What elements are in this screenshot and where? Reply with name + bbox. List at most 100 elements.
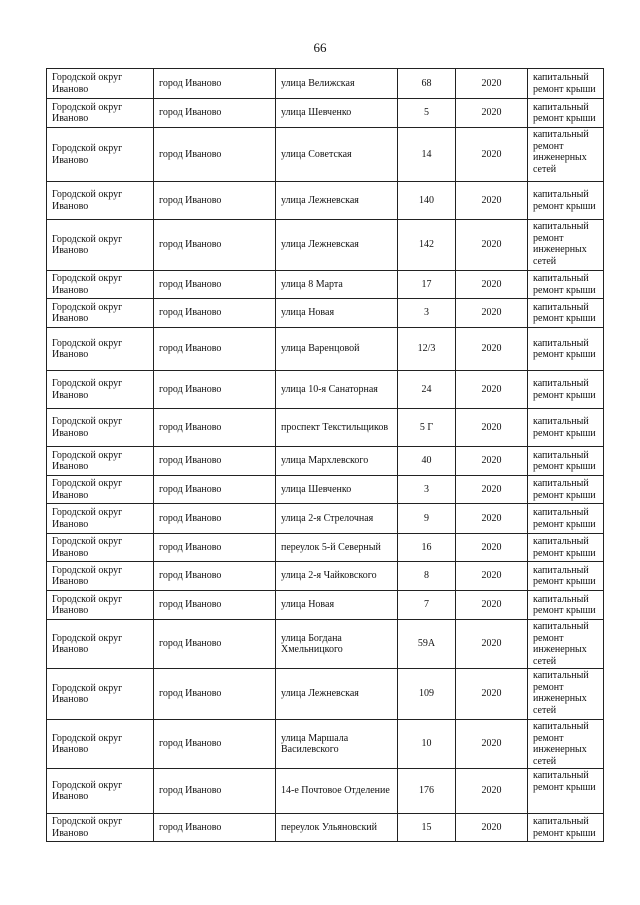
table-row: Городской округ Иваново город Иваново улиц…: [46, 619, 604, 669]
city-cell: город Иваново: [153, 68, 276, 99]
year-cell: 2020: [455, 475, 528, 504]
house-number-cell: 15: [397, 813, 456, 842]
city-cell: город Иваново: [153, 503, 276, 534]
house-number-cell: 40: [397, 446, 456, 476]
work-type-cell: капитальный ремонт крыши: [527, 475, 604, 504]
house-number-cell: 142: [397, 219, 456, 271]
street-cell: улица Лежневская: [275, 668, 398, 720]
street-cell: улица Советская: [275, 127, 398, 182]
street-cell: улица Лежневская: [275, 219, 398, 271]
city-cell: город Иваново: [153, 446, 276, 476]
work-type-cell: капитальный ремонт крыши: [527, 533, 604, 562]
street-cell: улица Шевченко: [275, 98, 398, 128]
city-cell: город Иваново: [153, 813, 276, 842]
district-cell: Городской округ Иваново: [46, 219, 154, 271]
district-cell: Городской округ Иваново: [46, 98, 154, 128]
house-number-cell: 8: [397, 561, 456, 591]
street-cell: улица Новая: [275, 590, 398, 620]
year-cell: 2020: [455, 270, 528, 299]
table-row: Городской округ Иваново город Иваново улиц…: [46, 561, 604, 591]
street-cell: переулок Ульяновский: [275, 813, 398, 842]
work-type-cell: капитальный ремонт крыши: [527, 370, 604, 409]
city-cell: город Иваново: [153, 127, 276, 182]
house-number-cell: 12/3: [397, 327, 456, 371]
year-cell: 2020: [455, 533, 528, 562]
city-cell: город Иваново: [153, 181, 276, 220]
year-cell: 2020: [455, 98, 528, 128]
street-cell: улица Варенцовой: [275, 327, 398, 371]
year-cell: 2020: [455, 370, 528, 409]
street-cell: улица Лежневская: [275, 181, 398, 220]
work-type-cell: капитальный ремонт инженерных сетей: [527, 719, 604, 769]
year-cell: 2020: [455, 408, 528, 447]
city-cell: город Иваново: [153, 561, 276, 591]
city-cell: город Иваново: [153, 219, 276, 271]
table-row: Городской округ Иваново город Иваново улиц…: [46, 503, 604, 534]
district-cell: Городской округ Иваново: [46, 181, 154, 220]
street-cell: улица Мархлевского: [275, 446, 398, 476]
house-number-cell: 17: [397, 270, 456, 299]
year-cell: 2020: [455, 503, 528, 534]
table-row: Городской округ Иваново город Иваново улиц…: [46, 219, 604, 271]
city-cell: город Иваново: [153, 98, 276, 128]
district-cell: Городской округ Иваново: [46, 768, 154, 814]
table-row: Городской округ Иваново город Иваново улиц…: [46, 181, 604, 220]
district-cell: Городской округ Иваново: [46, 475, 154, 504]
street-cell: улица Богдана Хмельницкого: [275, 619, 398, 669]
street-cell: улица 10-я Санаторная: [275, 370, 398, 409]
house-number-cell: 140: [397, 181, 456, 220]
year-cell: 2020: [455, 68, 528, 99]
district-cell: Городской округ Иваново: [46, 619, 154, 669]
work-type-cell: капитальный ремонт крыши: [527, 561, 604, 591]
work-type-cell: капитальный ремонт крыши: [527, 408, 604, 447]
year-cell: 2020: [455, 127, 528, 182]
city-cell: город Иваново: [153, 298, 276, 328]
house-number-cell: 7: [397, 590, 456, 620]
year-cell: 2020: [455, 181, 528, 220]
work-type-cell: капитальный ремонт крыши: [527, 813, 604, 842]
city-cell: город Иваново: [153, 370, 276, 409]
street-cell: улица Велижская: [275, 68, 398, 99]
street-cell: улица Шевченко: [275, 475, 398, 504]
page-number: 66: [313, 40, 327, 55]
table-row: Городской округ Иваново город Иваново улиц…: [46, 98, 604, 128]
district-cell: Городской округ Иваново: [46, 533, 154, 562]
table-row: Городской округ Иваново город Иваново улиц…: [46, 668, 604, 720]
house-number-cell: 176: [397, 768, 456, 814]
work-type-cell: капитальный ремонт крыши: [527, 98, 604, 128]
street-cell: улица Маршала Василевского: [275, 719, 398, 769]
city-cell: город Иваново: [153, 590, 276, 620]
year-cell: 2020: [455, 561, 528, 591]
city-cell: город Иваново: [153, 619, 276, 669]
street-cell: проспект Текстильщиков: [275, 408, 398, 447]
street-cell: 14-е Почтовое Отделение: [275, 768, 398, 814]
street-cell: улица 2-я Стрелочная: [275, 503, 398, 534]
house-number-cell: 109: [397, 668, 456, 720]
work-type-cell: капитальный ремонт крыши: [527, 590, 604, 620]
housing-repair-table: Городской округ Иваново город Иваново улиц…: [46, 68, 604, 842]
year-cell: 2020: [455, 668, 528, 720]
district-cell: Городской округ Иваново: [46, 668, 154, 720]
house-number-cell: 3: [397, 298, 456, 328]
district-cell: Городской округ Иваново: [46, 446, 154, 476]
table-row: Городской округ Иваново город Иваново улиц…: [46, 590, 604, 620]
work-type-cell: капитальный ремонт инженерных сетей: [527, 668, 604, 720]
house-number-cell: 5 Г: [397, 408, 456, 447]
street-cell: улица Новая: [275, 298, 398, 328]
house-number-cell: 24: [397, 370, 456, 409]
work-type-cell: капитальный ремонт крыши: [527, 68, 604, 99]
table-row: Городской округ Иваново город Иваново пере…: [46, 813, 604, 842]
city-cell: город Иваново: [153, 668, 276, 720]
city-cell: город Иваново: [153, 533, 276, 562]
table-row: Городской округ Иваново город Иваново улиц…: [46, 298, 604, 328]
year-cell: 2020: [455, 298, 528, 328]
city-cell: город Иваново: [153, 768, 276, 814]
year-cell: 2020: [455, 768, 528, 814]
work-type-cell: капитальный ремонт инженерных сетей: [527, 619, 604, 669]
street-cell: улица 2-я Чайковского: [275, 561, 398, 591]
house-number-cell: 10: [397, 719, 456, 769]
table-row: Городской округ Иваново город Иваново прос…: [46, 408, 604, 447]
house-number-cell: 9: [397, 503, 456, 534]
district-cell: Городской округ Иваново: [46, 408, 154, 447]
district-cell: Городской округ Иваново: [46, 813, 154, 842]
